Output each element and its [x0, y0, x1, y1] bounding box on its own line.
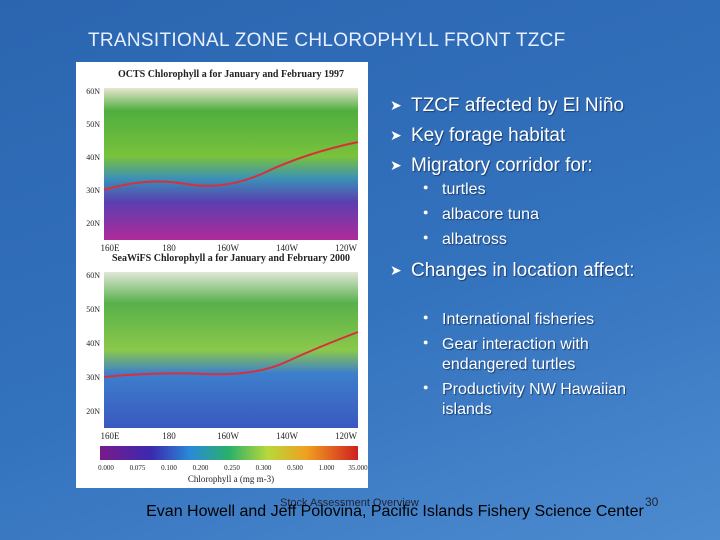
- lat-label: 40N: [86, 339, 100, 348]
- sub-bullet-text: albacore tuna: [442, 206, 539, 223]
- bullet-marker: ➤: [390, 262, 402, 278]
- colorbar-tick: 0.200: [193, 464, 209, 472]
- colorbar-tick: 1.000: [319, 464, 335, 472]
- lat-label: 60N: [86, 87, 100, 96]
- sub-bullet-marker: ●: [423, 382, 429, 392]
- lat-label: 40N: [86, 153, 100, 162]
- lon-label: 140W: [276, 243, 299, 253]
- sub-bullet-marker: ●: [423, 207, 429, 217]
- lat-label: 30N: [86, 373, 100, 382]
- bullet-marker: ➤: [390, 127, 402, 143]
- figure: OCTS Chlorophyll a for January and Febru…: [76, 62, 368, 488]
- colorbar-tick: 0.300: [256, 464, 272, 472]
- front-line: [103, 141, 359, 191]
- sub-bullet-marker: ●: [423, 182, 429, 192]
- sub-bullet-text: turtles: [442, 181, 486, 198]
- sub-bullet-text: International fisheries: [442, 311, 595, 328]
- figure-svg: OCTS Chlorophyll a for January and Febru…: [86, 69, 368, 484]
- lat-label: 50N: [86, 305, 100, 314]
- map-image: [104, 88, 358, 240]
- credit: Evan Howell and Jeff Polovina, Pacific I…: [146, 503, 644, 520]
- lon-label: 120W: [335, 243, 358, 253]
- lat-label: 50N: [86, 120, 100, 129]
- lat-label: 60N: [86, 271, 100, 280]
- colorbar: [100, 446, 358, 460]
- lon-label: 120W: [335, 431, 358, 441]
- sub-bullet-text: Productivity NW Hawaiian islands: [442, 381, 627, 418]
- front-line: [103, 331, 359, 378]
- colorbar-tick: 0.250: [224, 464, 240, 472]
- bullet-marker: ➤: [390, 157, 402, 173]
- bullet-text: Migratory corridor for:: [411, 155, 593, 176]
- footer-note: Stock Assessment Overview: [280, 497, 419, 509]
- map-image: [104, 272, 358, 428]
- colorbar-tick: 35.000: [348, 464, 368, 472]
- colorbar-tick: 0.075: [130, 464, 146, 472]
- lon-label: 160W: [217, 243, 240, 253]
- colorbar-tick: 0.100: [161, 464, 177, 472]
- slide-title: TRANSITIONAL ZONE CHLOROPHYLL FRONT TZCF: [88, 30, 566, 51]
- map-title: OCTS Chlorophyll a for January and Febru…: [118, 69, 344, 80]
- lat-label: 30N: [86, 186, 100, 195]
- map-title: SeaWiFS Chlorophyll a for January and Fe…: [112, 253, 350, 264]
- bullet-marker: ➤: [390, 97, 402, 113]
- page-number: 30: [645, 495, 659, 509]
- colorbar-label: Chlorophyll a (mg m-3): [188, 474, 274, 484]
- lon-label: 160W: [217, 431, 240, 441]
- bullet-text: Changes in location affect:: [411, 260, 635, 281]
- lon-label: 160E: [101, 243, 121, 253]
- sub-bullet-marker: ●: [423, 232, 429, 242]
- lon-label: 180: [162, 431, 176, 441]
- lat-label: 20N: [86, 219, 100, 228]
- sub-bullet-marker: ●: [423, 337, 429, 347]
- colorbar-tick: 0.500: [287, 464, 303, 472]
- lon-label: 160E: [101, 431, 121, 441]
- bullet-text: Key forage habitat: [411, 125, 566, 146]
- lat-label: 20N: [86, 407, 100, 416]
- sub-bullet-text: Gear interaction with endangered turtles: [442, 336, 589, 373]
- sub-bullet-text: albatross: [442, 231, 507, 248]
- bullet-text: TZCF affected by El Niño: [411, 95, 624, 116]
- sub-bullet-marker: ●: [423, 312, 429, 322]
- lon-label: 180: [162, 243, 176, 253]
- lon-label: 140W: [276, 431, 299, 441]
- colorbar-tick: 0.000: [98, 464, 114, 472]
